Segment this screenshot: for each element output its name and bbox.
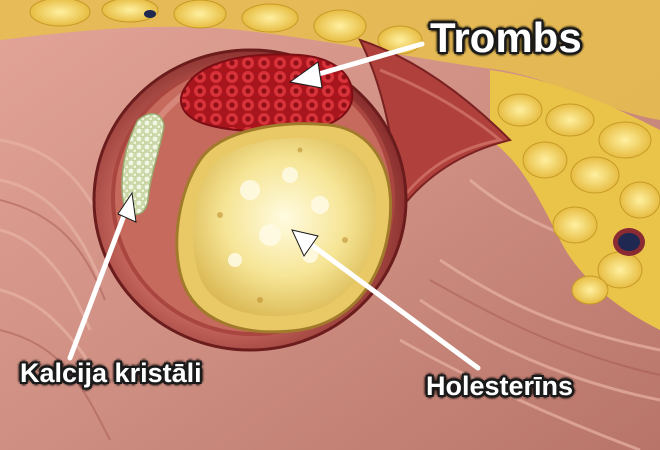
label-thrombus: Trombs [430,14,582,61]
label-calcium-crystals: Kalcija kristāli [20,358,202,388]
label-cholesterol: Holesterīns [426,371,574,401]
